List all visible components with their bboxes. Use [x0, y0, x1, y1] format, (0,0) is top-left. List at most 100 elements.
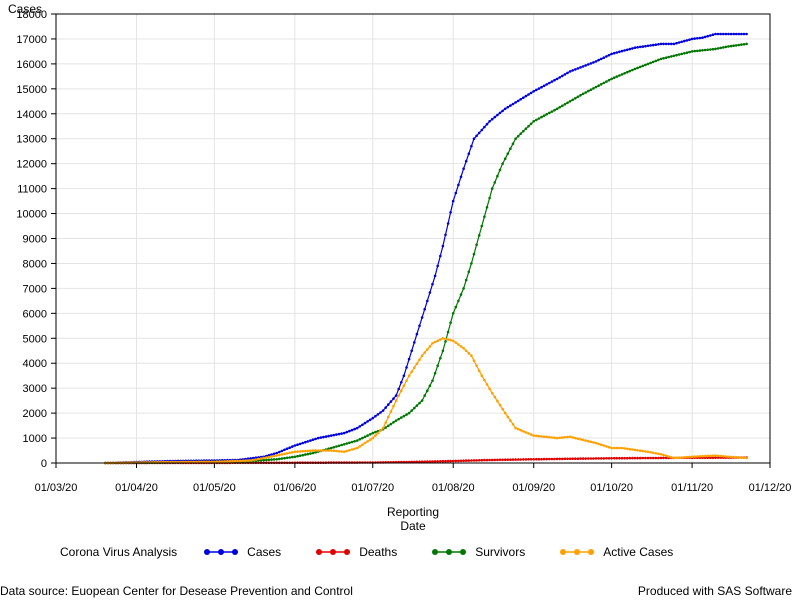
- series-layer: [104, 32, 748, 465]
- data-point-survivors: [670, 55, 673, 58]
- data-point-survivors: [272, 458, 276, 461]
- data-point-survivors: [732, 44, 735, 47]
- data-point-active-cases: [262, 456, 266, 460]
- data-point-cases: [374, 414, 377, 418]
- data-point-survivors: [664, 56, 668, 59]
- data-point-survivors: [540, 115, 543, 119]
- x-tick-label: 01/11/20: [671, 482, 713, 494]
- data-point-survivors: [329, 446, 333, 450]
- data-point-deaths: [662, 456, 665, 460]
- data-point-active-cases: [527, 432, 530, 435]
- y-tick-label: 6000: [23, 308, 47, 320]
- data-point-deaths: [493, 458, 497, 462]
- data-point-deaths: [467, 459, 471, 462]
- data-point-survivors: [267, 458, 271, 462]
- data-point-survivors: [727, 45, 730, 48]
- data-point-cases: [410, 349, 414, 353]
- legend-title: Corona Virus Analysis: [60, 545, 178, 559]
- data-point-active-cases: [363, 441, 367, 445]
- data-point-deaths: [623, 456, 626, 460]
- data-point-active-cases: [405, 379, 408, 383]
- data-point-deaths: [444, 459, 447, 463]
- series-line-active-cases: [105, 337, 747, 464]
- data-point-deaths: [441, 459, 445, 463]
- data-point-active-cases: [366, 440, 369, 443]
- data-point-survivors: [467, 270, 471, 274]
- data-point-cases: [454, 191, 458, 195]
- data-point-deaths: [542, 457, 546, 461]
- data-point-deaths: [464, 459, 468, 462]
- data-point-survivors: [542, 114, 546, 117]
- data-point-active-cases: [246, 459, 250, 462]
- data-point-cases: [249, 457, 252, 460]
- data-point-survivors: [535, 118, 538, 122]
- data-point-cases: [329, 434, 333, 437]
- data-point-active-cases: [236, 459, 239, 463]
- data-point-active-cases: [719, 454, 722, 458]
- data-point-cases: [722, 32, 725, 36]
- data-point-survivors: [275, 458, 279, 461]
- data-point-cases: [605, 55, 608, 58]
- data-point-survivors: [581, 92, 585, 96]
- data-point-cases: [485, 122, 489, 126]
- data-point-survivors: [475, 243, 478, 246]
- data-point-cases: [316, 436, 320, 440]
- data-point-active-cases: [467, 351, 471, 355]
- data-point-survivors: [306, 452, 310, 456]
- data-point-active-cases: [462, 347, 465, 350]
- data-point-active-cases: [220, 460, 224, 463]
- data-point-cases: [662, 42, 665, 46]
- data-point-cases: [426, 299, 429, 303]
- data-point-survivors: [459, 293, 463, 296]
- data-point-survivors: [667, 55, 670, 59]
- data-point-cases: [503, 107, 507, 111]
- data-point-deaths: [584, 457, 587, 460]
- data-point-survivors: [628, 69, 632, 73]
- legend-item-survivors: Survivors: [431, 545, 525, 559]
- data-point-cases: [477, 131, 481, 135]
- data-point-survivors: [506, 152, 510, 155]
- data-point-cases: [654, 43, 658, 46]
- data-point-survivors: [620, 73, 624, 76]
- data-point-survivors: [734, 44, 738, 47]
- data-point-survivors: [410, 409, 414, 412]
- data-point-survivors: [511, 142, 515, 145]
- data-point-active-cases: [200, 460, 203, 464]
- x-tick-label: 01/05/20: [193, 482, 236, 494]
- data-point-survivors: [675, 53, 678, 57]
- data-point-cases: [301, 441, 305, 445]
- data-point-cases: [527, 93, 530, 96]
- data-point-cases: [651, 43, 655, 47]
- data-point-cases: [680, 40, 683, 44]
- data-point-cases: [568, 70, 572, 73]
- data-point-survivors: [680, 52, 683, 56]
- data-point-active-cases: [304, 449, 307, 453]
- data-point-active-cases: [561, 436, 564, 439]
- data-point-survivors: [288, 456, 292, 459]
- data-point-deaths: [475, 459, 478, 462]
- data-point-active-cases: [433, 340, 437, 344]
- data-point-survivors: [553, 108, 556, 112]
- data-point-deaths: [418, 460, 421, 464]
- data-point-active-cases: [701, 454, 704, 458]
- data-point-cases: [384, 406, 388, 409]
- data-point-survivors: [722, 46, 725, 49]
- data-point-cases: [625, 48, 629, 52]
- data-point-active-cases: [483, 378, 486, 382]
- data-point-active-cases: [644, 450, 647, 453]
- data-point-deaths: [628, 456, 632, 460]
- data-point-active-cases: [574, 436, 577, 440]
- data-point-active-cases: [402, 384, 406, 388]
- data-point-survivors: [654, 59, 658, 63]
- data-point-active-cases: [314, 449, 317, 452]
- data-point-cases: [278, 450, 281, 454]
- data-point-cases: [522, 96, 525, 99]
- data-point-active-cases: [594, 441, 598, 445]
- data-point-cases: [581, 65, 585, 68]
- data-point-cases: [636, 46, 639, 49]
- data-point-cases: [737, 32, 741, 36]
- data-point-cases: [532, 90, 535, 93]
- data-point-active-cases: [496, 399, 499, 403]
- data-point-active-cases: [625, 447, 629, 451]
- data-point-survivors: [690, 50, 694, 53]
